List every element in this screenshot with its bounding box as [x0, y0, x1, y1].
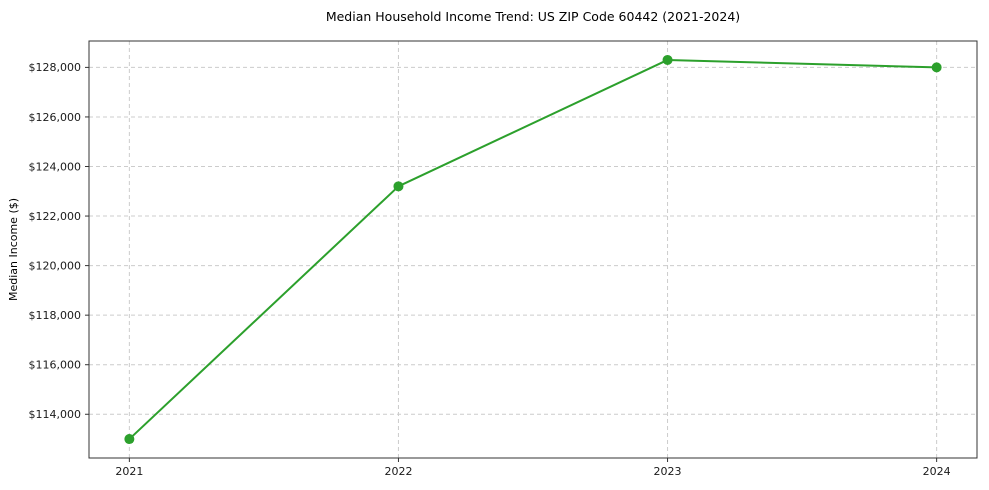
data-point [393, 181, 404, 192]
y-tick-label: $118,000 [29, 309, 82, 322]
y-axis-label: Median Income ($) [7, 198, 20, 301]
x-tick-label: 2024 [923, 465, 951, 478]
series-line [128, 58, 937, 440]
x-tick-label: 2021 [115, 465, 143, 478]
y-axis-ticks: $114,000 $116,000 $118,000 $120,000 $122,000… [29, 61, 89, 421]
y-tick-label: $122,000 [29, 210, 82, 223]
data-point [931, 62, 942, 73]
x-tick-label: 2023 [654, 465, 682, 478]
gridlines [89, 41, 977, 458]
data-series [124, 54, 942, 445]
y-tick-label: $128,000 [29, 61, 82, 74]
y-tick-label: $124,000 [29, 160, 82, 173]
y-tick-label: $120,000 [29, 259, 82, 272]
data-point [124, 434, 135, 445]
y-tick-label: $116,000 [29, 359, 82, 372]
y-tick-label: $114,000 [29, 408, 82, 421]
y-tick-label: $126,000 [29, 111, 82, 124]
data-point [662, 54, 673, 65]
plot-border [88, 40, 978, 459]
x-tick-label: 2022 [384, 465, 412, 478]
chart-title: Median Household Income Trend: US ZIP Co… [326, 9, 740, 24]
x-axis-ticks: 2021 2022 2023 2024 [115, 458, 951, 478]
